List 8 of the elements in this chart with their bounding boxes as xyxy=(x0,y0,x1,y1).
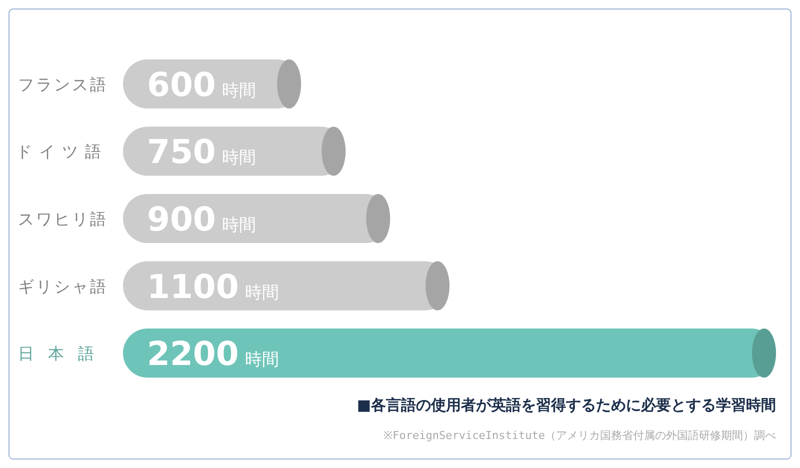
y-tick-label: ドイツ語 xyxy=(16,142,108,162)
y-tick-label: 日本語 xyxy=(18,344,108,364)
text: ※ForeignServiceInstitute（アメリカ国務省付属の外国語研修期間）調べ xyxy=(384,429,776,442)
text: ■各言語の使用者が英語を習得するために必要とする学習時間 xyxy=(356,396,776,414)
y-tick-label: フランス語 xyxy=(18,74,108,94)
y-tick-label: ギリシャ語 xyxy=(18,276,108,296)
y-tick-label: スワヒリ語 xyxy=(18,210,108,228)
data-label: 2200 時間 xyxy=(147,334,279,374)
